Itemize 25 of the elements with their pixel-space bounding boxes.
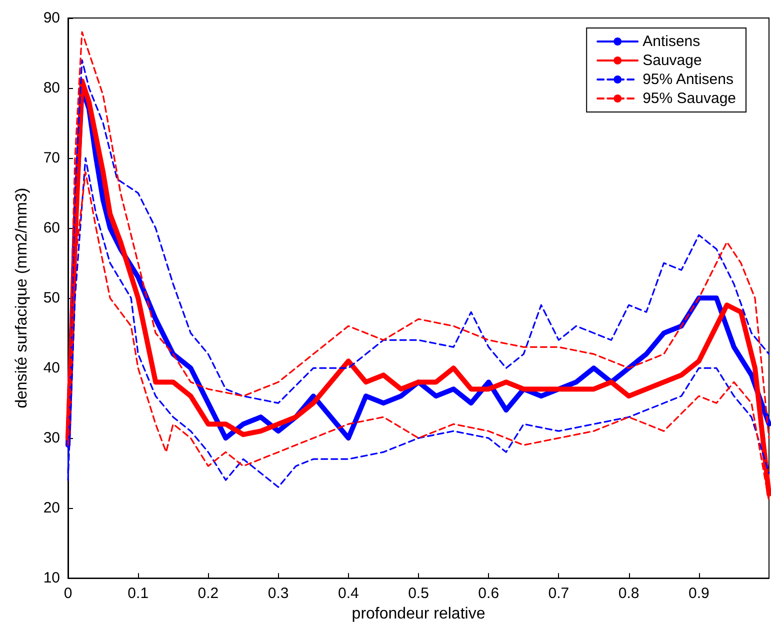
legend-label: Antisens xyxy=(642,33,700,50)
x-tick-label: 0.5 xyxy=(408,585,429,602)
x-tick-label: 0.1 xyxy=(128,585,149,602)
y-tick-label: 30 xyxy=(43,430,60,447)
x-tick-label: 0.6 xyxy=(478,585,500,602)
x-tick-label: 0.4 xyxy=(338,585,359,602)
x-tick-label: 0 xyxy=(64,585,72,602)
y-tick-label: 60 xyxy=(43,220,60,237)
legend-label: Sauvage xyxy=(642,52,702,69)
y-tick-label: 50 xyxy=(43,290,60,307)
y-axis-title: densité surfacique (mm2/mm3) xyxy=(14,188,30,408)
y-tick-label: 70 xyxy=(43,150,60,167)
y-tick-label: 40 xyxy=(43,360,60,377)
legend-label: 95% Sauvage xyxy=(642,90,736,107)
x-tick-label: 0.9 xyxy=(688,585,710,602)
x-tick-label: 0.3 xyxy=(268,585,289,602)
x-tick-label: 0.2 xyxy=(198,585,219,602)
y-tick-label: 20 xyxy=(43,500,60,517)
y-tick-label: 90 xyxy=(43,10,60,26)
x-tick-label: 0.8 xyxy=(618,585,640,602)
y-tick-label: 10 xyxy=(43,570,60,587)
legend-label: 95% Antisens xyxy=(642,71,734,88)
y-tick-label: 80 xyxy=(43,80,60,97)
x-axis-title: profondeur relative xyxy=(352,606,486,622)
x-tick-label: 0.7 xyxy=(548,585,570,602)
